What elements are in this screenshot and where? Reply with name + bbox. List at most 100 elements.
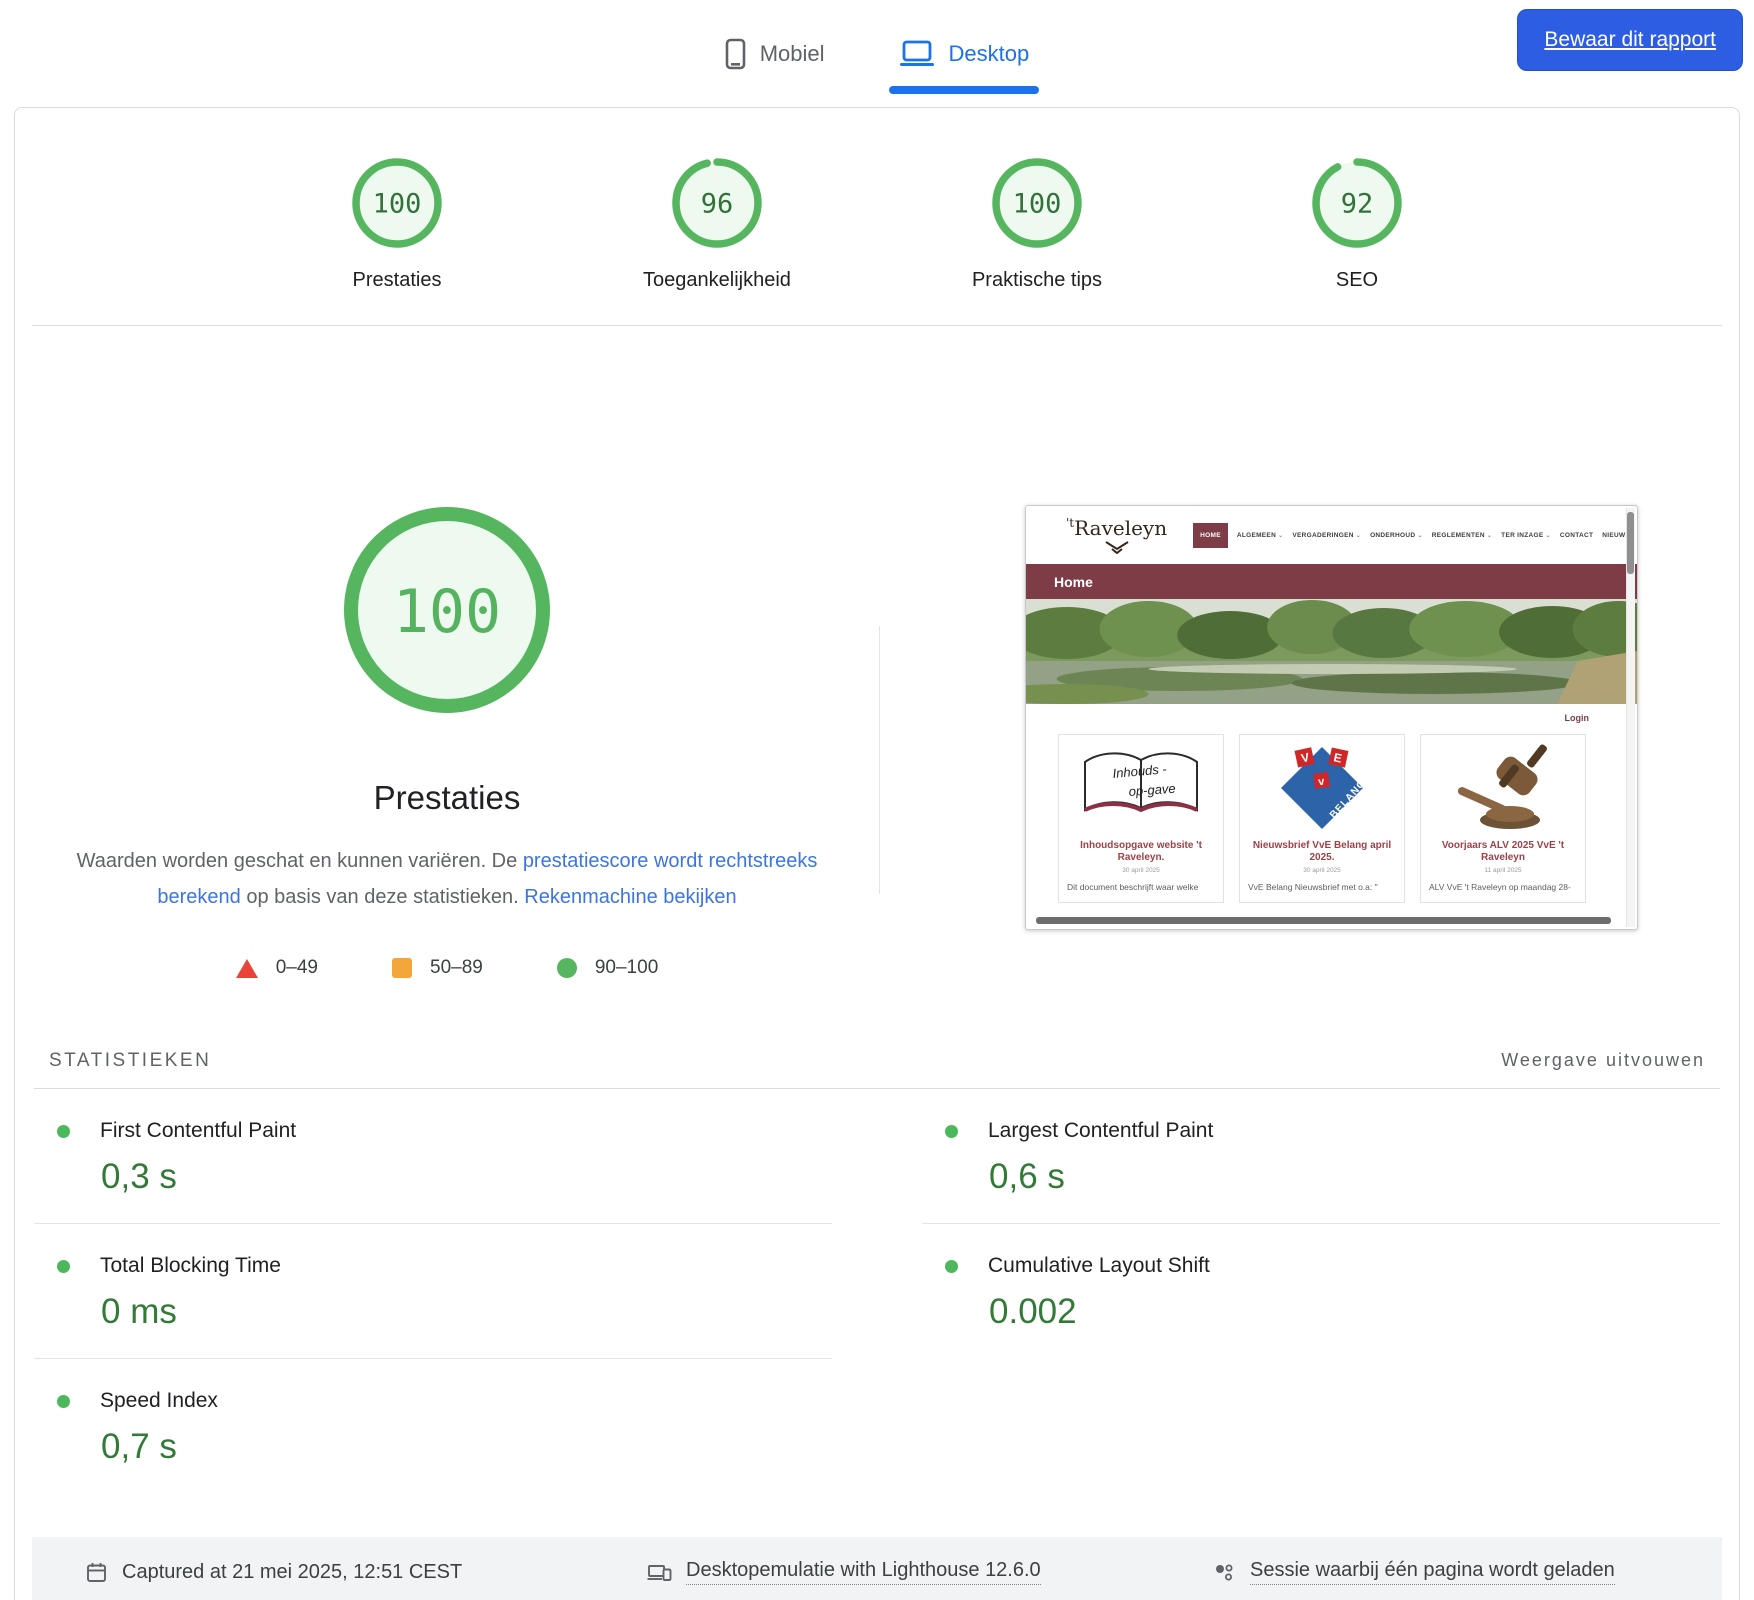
gavel-illustration bbox=[1429, 741, 1577, 835]
metric-speed-index: Speed Index 0,7 s bbox=[34, 1359, 832, 1493]
thumbnail-scrollbar-thumb bbox=[1627, 512, 1634, 574]
legend-average: 50–89 bbox=[392, 957, 483, 979]
nav-contact: CONTACT bbox=[1559, 531, 1594, 539]
svg-text:op-gave: op-gave bbox=[1128, 781, 1176, 799]
card-title: Inhoudsopgave website 't Raveleyn. bbox=[1080, 840, 1202, 863]
legend-pass: 90–100 bbox=[556, 957, 658, 979]
nav-reglementen: REGLEMENTEN ⌄ bbox=[1431, 531, 1493, 539]
nav-algemeen: ALGEMEEN ⌄ bbox=[1236, 531, 1284, 539]
statistics-header: STATISTIEKEN Weergave uitvouwen bbox=[34, 1050, 1720, 1089]
gauge-prestaties[interactable]: 100 Prestaties bbox=[302, 155, 492, 292]
pass-circle-icon bbox=[556, 958, 577, 978]
metric-value: 0,7 s bbox=[101, 1427, 177, 1466]
score-legend: 0–49 50–89 90–100 bbox=[235, 957, 658, 979]
nav-vergaderingen: VERGADERINGEN ⌄ bbox=[1292, 531, 1362, 539]
site-page-banner: Home bbox=[1026, 564, 1637, 599]
legend-range: 50–89 bbox=[430, 957, 483, 978]
calculator-link[interactable]: Rekenmachine bekijken bbox=[524, 886, 737, 908]
vve-belang-logo: V E v BELANG bbox=[1248, 741, 1396, 835]
session-info[interactable]: Sessie waarbij één pagina wordt geladen bbox=[1213, 1559, 1722, 1585]
gauge-ring: 100 bbox=[352, 158, 442, 248]
expand-view-button[interactable]: Weergave uitvouwen bbox=[1501, 1050, 1705, 1070]
card-date: 11 april 2025 bbox=[1484, 867, 1522, 874]
site-cards: Inhouds - op-gave Inhoudsopgave website … bbox=[1026, 732, 1637, 903]
card-title: Nieuwsbrief VvE Belang april 2025. bbox=[1252, 840, 1392, 863]
site-card-alv: Voorjaars ALV 2025 VvE 't Raveleyn 11 ap… bbox=[1420, 734, 1586, 903]
metric-empty bbox=[922, 1359, 1720, 1493]
logo-ornament-icon bbox=[1105, 541, 1129, 554]
card-date: 30 april 2025 bbox=[1303, 867, 1341, 874]
svg-text:92: 92 bbox=[1341, 189, 1374, 220]
performance-description: Waarden worden geschat en kunnen variëre… bbox=[76, 843, 818, 915]
site-header: 'tRaveleyn HOME ALGEMEEN ⌄ VERGADERINGEN ⌄… bbox=[1026, 506, 1637, 564]
tab-desktop[interactable]: Desktop bbox=[888, 40, 1039, 94]
performance-title: Prestaties bbox=[373, 779, 521, 816]
gauge-label: SEO bbox=[1335, 269, 1379, 291]
tab-mobiel[interactable]: Mobiel bbox=[725, 38, 825, 70]
gauge-praktische-tips[interactable]: 100 Praktische tips bbox=[942, 155, 1132, 292]
metric-cls: Cumulative Layout Shift 0.002 bbox=[922, 1224, 1720, 1359]
gauge-ring: 100 bbox=[992, 158, 1082, 248]
report-header: Mobiel Desktop Bewaar dit rapport bbox=[0, 0, 1754, 107]
card-excerpt: Dit document beschrijft waar welke bbox=[1067, 882, 1199, 892]
capture-footer: Captured at 21 mei 2025, 12:51 CEST Eers… bbox=[32, 1537, 1722, 1600]
login-link: Login bbox=[1564, 713, 1590, 723]
card-excerpt: VvE Belang Nieuwsbrief met o.a: " bbox=[1248, 882, 1378, 892]
park-photo bbox=[1026, 599, 1637, 704]
report-card: 100 Prestaties 96 Toegankelijkheid 100 P… bbox=[14, 107, 1740, 1600]
nav-home: HOME bbox=[1193, 522, 1228, 548]
chevron-down-icon: ⌄ bbox=[1417, 532, 1423, 539]
chevron-down-icon: ⌄ bbox=[1545, 532, 1551, 539]
page-screenshot: 'tRaveleyn HOME ALGEMEEN ⌄ VERGADERINGEN ⌄… bbox=[1025, 505, 1638, 930]
screenshot-panel: 'tRaveleyn HOME ALGEMEEN ⌄ VERGADERINGEN ⌄… bbox=[879, 326, 1739, 1026]
gauge-label: Praktische tips bbox=[971, 269, 1103, 291]
card-title: Voorjaars ALV 2025 VvE 't Raveleyn bbox=[1441, 840, 1565, 863]
metric-lcp: Largest Contentful Paint 0,6 s bbox=[922, 1089, 1720, 1224]
performance-section: 100 Prestaties Waarden worden geschat en… bbox=[15, 326, 1739, 1026]
fail-triangle-icon bbox=[235, 958, 258, 978]
site-logo: 'tRaveleyn bbox=[1066, 516, 1167, 554]
login-row: Login bbox=[1026, 704, 1637, 732]
session-icon bbox=[1216, 1564, 1233, 1580]
nav-ter-inzage: TER INZAGE ⌄ bbox=[1501, 531, 1551, 539]
emulation-info[interactable]: Desktopemulatie with Lighthouse 12.6.0 bbox=[647, 1559, 1213, 1585]
logo-prefix: 't bbox=[1066, 516, 1075, 530]
pass-dot-icon bbox=[945, 1259, 958, 1273]
gauge-ring: 92 bbox=[1312, 158, 1402, 248]
metrics-grid: First Contentful Paint 0,3 s Largest Con… bbox=[34, 1089, 1720, 1493]
laptop-icon bbox=[899, 40, 934, 66]
save-report-button[interactable]: Bewaar dit rapport bbox=[1517, 9, 1743, 71]
statistics-heading: STATISTIEKEN bbox=[49, 1050, 212, 1071]
thumbnail-scrollbar-track bbox=[1626, 508, 1635, 927]
svg-text:96: 96 bbox=[701, 189, 734, 220]
tab-desktop-label: Desktop bbox=[948, 40, 1030, 66]
devices-icon bbox=[647, 1564, 672, 1581]
chevron-down-icon: ⌄ bbox=[1355, 532, 1362, 539]
site-nav: HOME ALGEMEEN ⌄ VERGADERINGEN ⌄ ONDERHOUD ⌄… bbox=[1193, 522, 1637, 548]
chevron-down-icon: ⌄ bbox=[1278, 532, 1284, 539]
metric-value: 0.002 bbox=[989, 1292, 1077, 1331]
metric-value: 0 ms bbox=[101, 1292, 177, 1331]
legend-range: 0–49 bbox=[275, 957, 319, 978]
legend-fail: 0–49 bbox=[235, 957, 319, 979]
site-card-inhoudsopgave: Inhouds - op-gave Inhoudsopgave website … bbox=[1058, 734, 1224, 903]
thumbnail-hscrollbar bbox=[1036, 917, 1611, 924]
card-excerpt: ALV VvE 't Raveleyn op maandag 28- bbox=[1429, 882, 1571, 892]
category-gauges: 100 Prestaties 96 Toegankelijkheid 100 P… bbox=[15, 108, 1739, 325]
average-square-icon bbox=[392, 958, 413, 978]
statistics-section: STATISTIEKEN Weergave uitvouwen First Co… bbox=[15, 1050, 1739, 1493]
nav-nieuws: NIEUWS bbox=[1602, 531, 1631, 539]
pass-dot-icon bbox=[57, 1124, 70, 1138]
pass-dot-icon bbox=[57, 1394, 70, 1408]
capture-date: Captured at 21 mei 2025, 12:51 CEST bbox=[85, 1559, 647, 1585]
card-date: 30 april 2025 bbox=[1122, 867, 1160, 874]
svg-text:E: E bbox=[1332, 750, 1343, 765]
gauge-toegankelijkheid[interactable]: 96 Toegankelijkheid bbox=[622, 155, 812, 292]
vertical-divider bbox=[879, 626, 880, 894]
chevron-down-icon: ⌄ bbox=[1486, 532, 1493, 539]
svg-text:100: 100 bbox=[373, 189, 422, 220]
svg-text:100: 100 bbox=[1013, 189, 1062, 220]
score-calculation-link[interactable]: prestatiescore wordt rechtstreeks bereke… bbox=[157, 850, 818, 908]
gauge-seo[interactable]: 92 SEO bbox=[1262, 155, 1452, 292]
metric-fcp: First Contentful Paint 0,3 s bbox=[34, 1089, 832, 1224]
